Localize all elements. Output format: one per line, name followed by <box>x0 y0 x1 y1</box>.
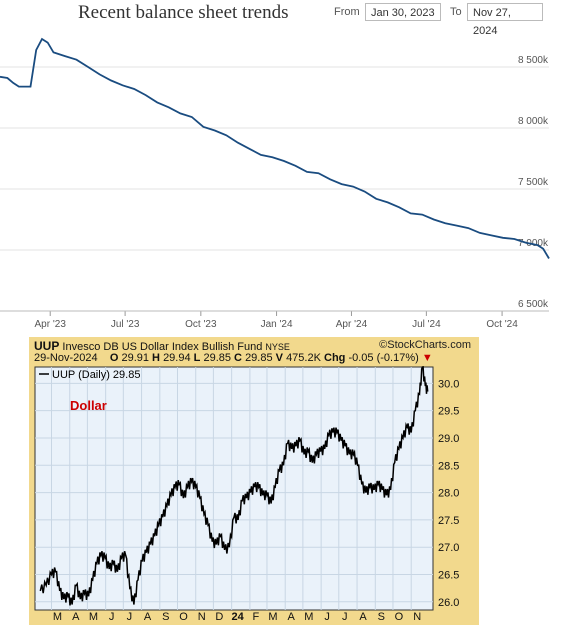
balance-sheet-panel: Recent balance sheet trends From Jan 30,… <box>0 2 550 330</box>
to-date-input[interactable]: Nov 27, 2024 <box>467 3 543 37</box>
uup-x-tick-label: A <box>144 611 152 623</box>
uup-y-tick-label: 27.0 <box>438 542 459 554</box>
chart-title: Recent balance sheet trends <box>78 2 289 23</box>
change-label: Chg <box>324 352 346 364</box>
top-x-tick-label: Apr '23 <box>35 319 67 330</box>
uup-y-tick-label: 30.0 <box>438 378 459 390</box>
uup-x-tick-label: F <box>253 611 260 623</box>
uup-x-tick-label: A <box>72 611 80 623</box>
top-x-tick-label: Oct '23 <box>185 319 217 330</box>
change-value: -0.05 (-0.17%) <box>348 352 419 364</box>
uup-price-line <box>39 366 429 606</box>
to-label: To <box>450 6 462 18</box>
uup-x-tick-label: M <box>89 611 98 623</box>
uup-x-tick-label: A <box>288 611 296 623</box>
close-value: 29.85 <box>245 352 273 364</box>
uup-x-tick-label: N <box>413 611 421 623</box>
open-label: O <box>109 352 119 364</box>
uup-x-tick-label: D <box>215 611 223 623</box>
top-y-tick-label: 8 500k <box>518 55 549 66</box>
uup-exchange: NYSE <box>265 342 290 352</box>
uup-x-tick-label: N <box>198 611 206 623</box>
low-value: 29.85 <box>203 352 231 364</box>
high-label: H <box>152 352 160 364</box>
uup-x-tick-label: M <box>53 611 62 623</box>
uup-y-tick-label: 29.5 <box>438 406 459 418</box>
uup-x-tick-label: J <box>324 611 330 623</box>
uup-x-tick-label: O <box>395 611 404 623</box>
uup-y-tick-label: 29.0 <box>438 433 459 445</box>
top-x-tick-label: Oct '24 <box>486 319 518 330</box>
uup-y-tick-label: 27.5 <box>438 515 459 527</box>
uup-x-tick-label: O <box>179 611 188 623</box>
volume-value: 475.2K <box>286 352 321 364</box>
top-x-tick-label: Apr '24 <box>336 319 368 330</box>
uup-header: UUP Invesco DB US Dollar Index Bullish F… <box>34 339 290 353</box>
uup-x-tick-label: S <box>162 611 169 623</box>
high-value: 29.94 <box>163 352 191 364</box>
volume-label: V <box>275 352 283 364</box>
balance-sheet-line <box>0 37 550 259</box>
from-label: From <box>334 6 360 18</box>
uup-x-tick-label: J <box>109 611 115 623</box>
uup-legend: UUP (Daily) 29.85 <box>52 369 140 381</box>
uup-y-tick-label: 28.5 <box>438 460 459 472</box>
uup-x-tick-label: S <box>378 611 385 623</box>
uup-symbol: UUP <box>34 339 60 353</box>
uup-y-tick-label: 26.5 <box>438 570 459 582</box>
uup-x-tick-label: J <box>342 611 348 623</box>
top-y-tick-label: 6 500k <box>518 299 549 310</box>
top-x-tick-label: Jul '24 <box>412 319 441 330</box>
uup-x-tick-label: 24 <box>232 611 245 623</box>
top-y-tick-label: 8 000k <box>518 116 549 127</box>
uup-y-tick-label: 28.0 <box>438 488 459 500</box>
low-label: L <box>193 352 201 364</box>
from-date-input[interactable]: Jan 30, 2023 <box>365 3 441 21</box>
uup-quote-line: 29-Nov-2024 O 29.91 H 29.94 L 29.85 C 29… <box>34 352 433 364</box>
top-y-tick-label: 7 500k <box>518 177 549 188</box>
open-value: 29.91 <box>121 352 149 364</box>
uup-chart-panel: UUP Invesco DB US Dollar Index Bullish F… <box>29 337 479 625</box>
top-x-tick-label: Jan '24 <box>261 319 293 330</box>
quote-date: 29-Nov-2024 <box>34 352 98 364</box>
uup-x-tick-label: M <box>304 611 313 623</box>
dollar-annotation: Dollar <box>70 398 107 413</box>
uup-x-tick-label: J <box>127 611 132 623</box>
uup-y-tick-label: 26.0 <box>438 597 459 609</box>
uup-x-tick-label: A <box>359 611 367 623</box>
down-arrow-icon: ▼ <box>421 352 433 364</box>
top-x-tick-label: Jul '23 <box>111 319 140 330</box>
stockcharts-source: ©StockCharts.com <box>379 339 471 351</box>
uup-x-tick-label: M <box>268 611 277 623</box>
uup-fund-name: Invesco DB US Dollar Index Bullish Fund <box>62 341 263 353</box>
close-label: C <box>234 352 242 364</box>
